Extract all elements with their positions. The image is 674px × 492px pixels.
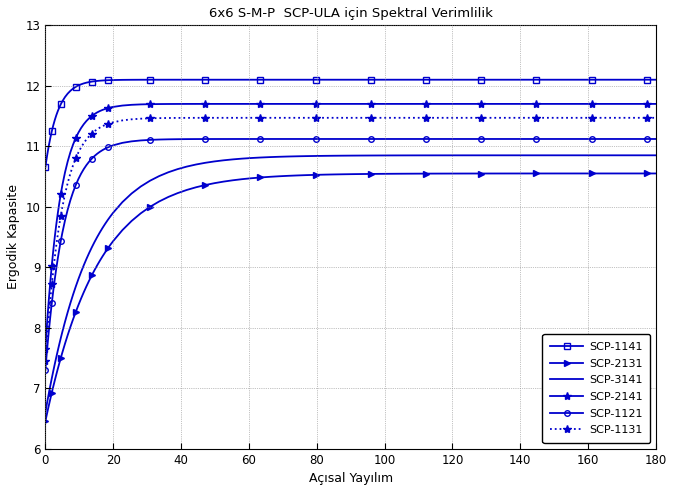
SCP-3141 xyxy=(652,153,660,158)
SCP-1141 xyxy=(523,77,531,83)
SCP-1121 xyxy=(487,136,495,142)
SCP-1141 xyxy=(487,77,495,83)
SCP-2141 xyxy=(311,101,319,107)
SCP-1131 xyxy=(468,115,476,121)
SCP-2141 xyxy=(606,101,614,107)
SCP-1141 xyxy=(41,164,49,170)
SCP-1141 xyxy=(431,77,439,83)
SCP-2131 xyxy=(514,171,522,177)
Line: SCP-3141: SCP-3141 xyxy=(45,155,656,412)
SCP-1141 xyxy=(477,77,485,83)
Y-axis label: Ergodik Kapasite: Ergodik Kapasite xyxy=(7,184,20,289)
SCP-2141 xyxy=(41,346,49,352)
SCP-3141 xyxy=(477,153,485,158)
SCP-1131 xyxy=(431,115,439,121)
SCP-3141 xyxy=(487,153,495,158)
SCP-1121 xyxy=(468,136,476,142)
X-axis label: Açısal Yayılım: Açısal Yayılım xyxy=(309,472,393,485)
Line: SCP-2141: SCP-2141 xyxy=(41,100,660,353)
SCP-1131 xyxy=(514,115,522,121)
SCP-1131 xyxy=(487,115,495,121)
SCP-1131 xyxy=(652,115,660,121)
Legend: SCP-1141, SCP-2131, SCP-3141, SCP-2141, SCP-1121, SCP-1131: SCP-1141, SCP-2131, SCP-3141, SCP-2141, … xyxy=(543,334,650,443)
SCP-3141 xyxy=(311,153,319,159)
SCP-1131 xyxy=(477,115,485,121)
SCP-1131 xyxy=(643,115,651,121)
SCP-2131 xyxy=(311,172,319,178)
SCP-1121 xyxy=(514,136,522,142)
SCP-2141 xyxy=(431,101,439,107)
SCP-2131 xyxy=(431,171,439,177)
SCP-2131 xyxy=(652,171,660,177)
SCP-1121 xyxy=(431,136,439,142)
Line: SCP-1131: SCP-1131 xyxy=(41,114,660,365)
Title: 6x6 S-M-P  SCP-ULA için Spektral Verimlilik: 6x6 S-M-P SCP-ULA için Spektral Verimlil… xyxy=(209,7,493,20)
SCP-1141 xyxy=(652,77,660,83)
SCP-1141 xyxy=(311,77,319,83)
Line: SCP-1141: SCP-1141 xyxy=(42,77,658,170)
SCP-3141 xyxy=(514,153,522,158)
SCP-3141 xyxy=(431,153,439,158)
SCP-1141 xyxy=(495,77,503,83)
SCP-2141 xyxy=(477,101,485,107)
SCP-1121 xyxy=(311,136,319,142)
SCP-1121 xyxy=(477,136,485,142)
SCP-1121 xyxy=(652,136,660,142)
Line: SCP-1121: SCP-1121 xyxy=(42,136,658,373)
SCP-1121 xyxy=(41,367,49,373)
SCP-2141 xyxy=(468,101,476,107)
SCP-3141 xyxy=(41,409,49,415)
SCP-2141 xyxy=(652,101,660,107)
SCP-2131 xyxy=(487,171,495,177)
SCP-2131 xyxy=(41,419,49,425)
SCP-1141 xyxy=(468,77,476,83)
SCP-2131 xyxy=(477,171,485,177)
SCP-2131 xyxy=(468,171,476,177)
SCP-1131 xyxy=(41,358,49,364)
SCP-1131 xyxy=(311,115,319,121)
SCP-3141 xyxy=(468,153,476,158)
Line: SCP-2131: SCP-2131 xyxy=(42,171,658,424)
SCP-2141 xyxy=(514,101,522,107)
SCP-2141 xyxy=(487,101,495,107)
